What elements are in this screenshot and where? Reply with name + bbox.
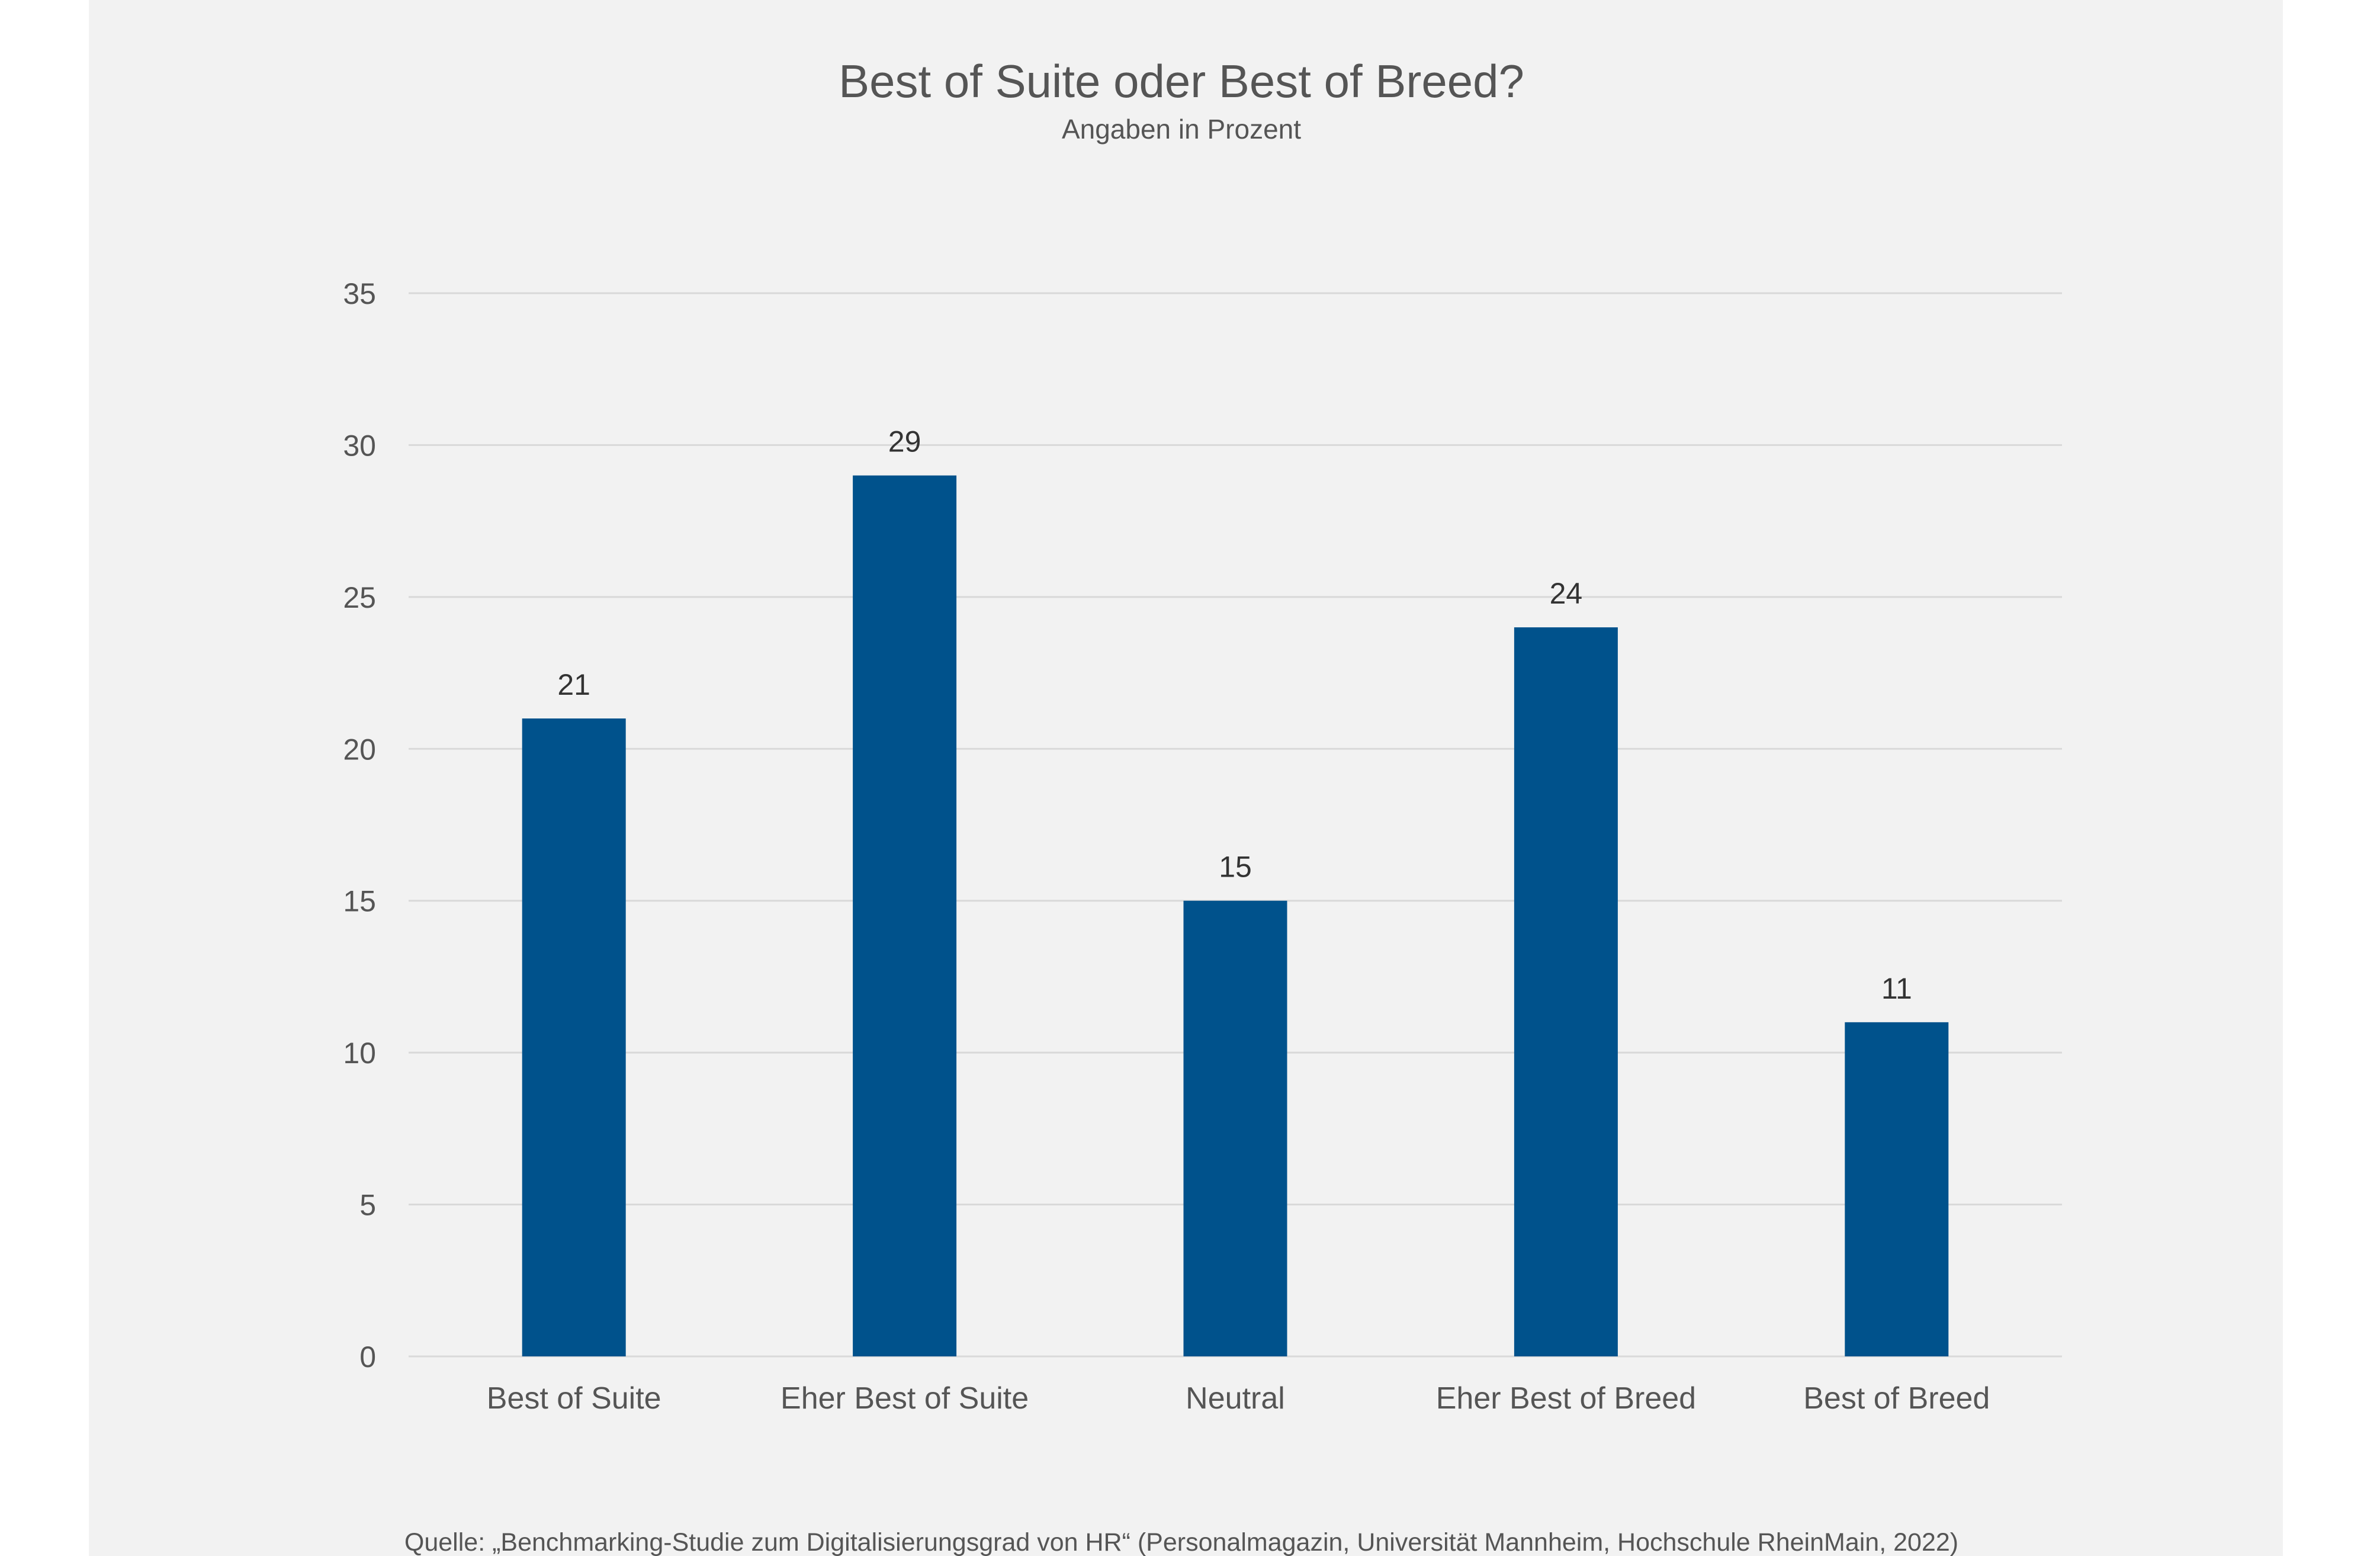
data-label: 24 [1550,577,1583,610]
data-label: 29 [888,425,921,458]
y-tick-label: 30 [343,429,376,462]
bar [1845,1022,1949,1356]
y-tick-label: 10 [343,1037,376,1070]
bar [522,718,626,1356]
y-tick-label: 25 [343,581,376,614]
y-tick-label: 35 [343,277,376,310]
x-tick-label: Eher Best of Suite [781,1381,1029,1416]
bar [1183,900,1287,1356]
y-axis-ticks: 0 5 10 15 20 25 30 35 [343,277,376,1374]
chart-subtitle: Angaben in Prozent [1062,114,1301,145]
data-label: 21 [557,668,590,701]
chart-title: Best of Suite oder Best of Breed? [839,55,1524,107]
y-tick-label: 20 [343,733,376,766]
data-label: 15 [1219,851,1252,884]
x-tick-label: Best of Suite [487,1381,661,1416]
x-tick-label: Neutral [1186,1381,1285,1416]
bars [522,475,1949,1356]
bar [1514,627,1618,1356]
data-label: 11 [1881,972,1912,1005]
data-labels: 21 29 15 24 11 [557,425,1912,1005]
bar [853,475,957,1356]
y-tick-label: 15 [343,885,376,918]
x-tick-label: Eher Best of Breed [1436,1381,1696,1416]
x-tick-label: Best of Breed [1803,1381,1990,1416]
x-axis-labels: Best of Suite Eher Best of Suite Neutral Eh… [487,1381,1990,1416]
source-note: Quelle: „Benchmarking-Studie zum Digital… [404,1528,1958,1556]
y-tick-label: 0 [359,1340,376,1374]
y-tick-label: 5 [359,1189,376,1222]
